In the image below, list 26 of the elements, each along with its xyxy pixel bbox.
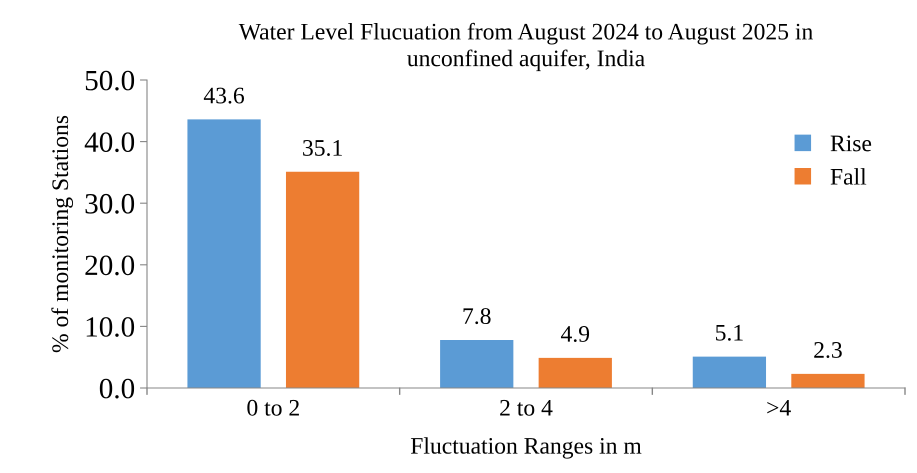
y-tick-label: 40.0	[84, 132, 134, 152]
y-axis-title: % of monitoring Stations	[51, 116, 74, 352]
data-label: 43.6	[204, 88, 244, 104]
y-tick-label: 50.0	[86, 70, 134, 91]
bar	[286, 172, 360, 388]
x-tick-label: 0 to 2	[247, 400, 299, 416]
x-tick-label: >4	[767, 400, 791, 416]
bar	[692, 356, 766, 388]
data-label: 35.1	[303, 140, 342, 156]
legend-label: Fall	[830, 168, 866, 185]
bar	[791, 374, 865, 388]
bar	[187, 119, 261, 388]
bar	[538, 358, 612, 388]
x-axis-title: Fluctuation Ranges in m	[410, 437, 642, 459]
data-label: 4.9	[560, 326, 590, 342]
y-tick-label: 10.0	[86, 317, 134, 337]
y-tick-label: 20.0	[85, 256, 134, 276]
y-tick-label: 30.0	[86, 194, 134, 214]
bar	[440, 340, 514, 388]
x-tick-label: 2 to 4	[500, 400, 553, 416]
y-tick-label: 0.0	[100, 378, 134, 399]
chart-title: Water Level Flucuation from August 2024 to August 2025 in unconfined aquifer, India	[238, 22, 813, 72]
data-label: 5.1	[716, 324, 743, 341]
data-label: 7.8	[464, 308, 491, 324]
data-label: 2.3	[814, 342, 842, 358]
legend-label: Rise	[830, 136, 872, 152]
